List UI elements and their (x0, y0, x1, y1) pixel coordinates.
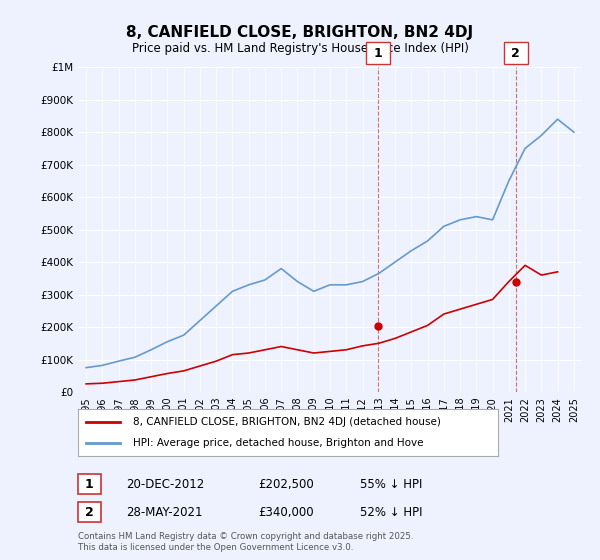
Text: 8, CANFIELD CLOSE, BRIGHTON, BN2 4DJ: 8, CANFIELD CLOSE, BRIGHTON, BN2 4DJ (127, 25, 473, 40)
Text: £340,000: £340,000 (258, 506, 314, 519)
Text: £202,500: £202,500 (258, 478, 314, 491)
Text: 28-MAY-2021: 28-MAY-2021 (126, 506, 203, 519)
Text: 2: 2 (85, 506, 94, 519)
Text: 8, CANFIELD CLOSE, BRIGHTON, BN2 4DJ (detached house): 8, CANFIELD CLOSE, BRIGHTON, BN2 4DJ (de… (133, 417, 440, 427)
Text: Price paid vs. HM Land Registry's House Price Index (HPI): Price paid vs. HM Land Registry's House … (131, 42, 469, 55)
Text: 2: 2 (511, 46, 520, 60)
Text: Contains HM Land Registry data © Crown copyright and database right 2025.
This d: Contains HM Land Registry data © Crown c… (78, 532, 413, 552)
Text: 1: 1 (374, 46, 383, 60)
Text: 20-DEC-2012: 20-DEC-2012 (126, 478, 204, 491)
Text: 52% ↓ HPI: 52% ↓ HPI (360, 506, 422, 519)
Text: HPI: Average price, detached house, Brighton and Hove: HPI: Average price, detached house, Brig… (133, 438, 423, 448)
Text: 55% ↓ HPI: 55% ↓ HPI (360, 478, 422, 491)
Text: 1: 1 (85, 478, 94, 491)
